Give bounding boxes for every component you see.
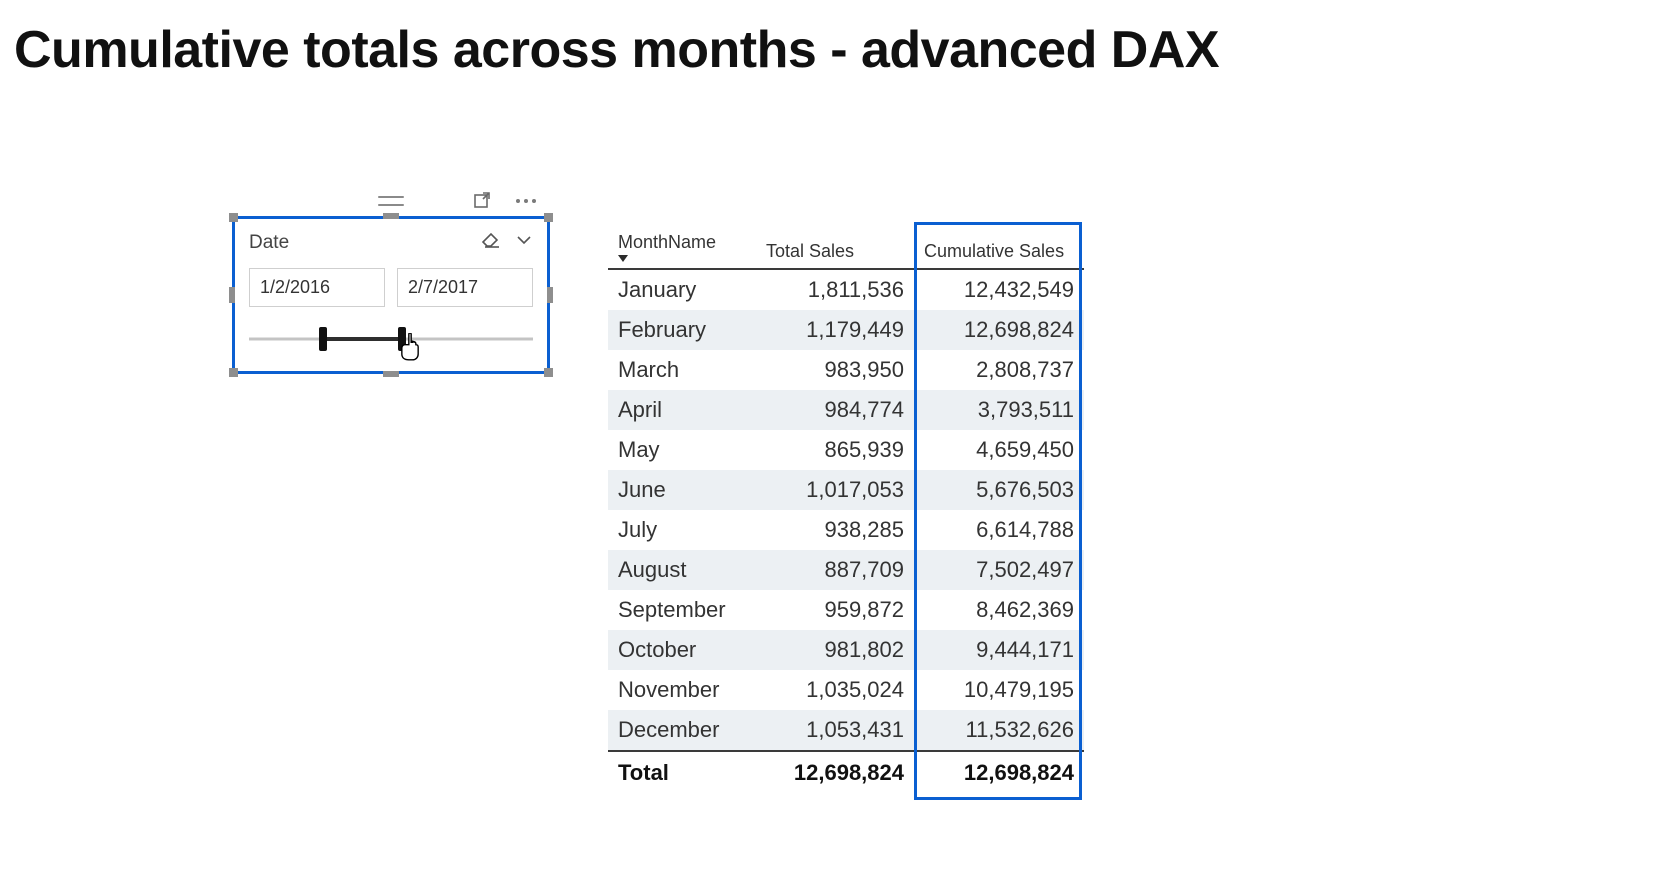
table-row[interactable]: August887,7097,502,497 [608, 550, 1084, 590]
focus-mode-icon[interactable] [472, 191, 492, 211]
cell-cumulative-sales: 7,502,497 [914, 550, 1084, 590]
eraser-icon[interactable] [481, 231, 501, 254]
total-row-cumulative-sales: 12,698,824 [914, 751, 1084, 794]
slicer-field-label: Date [249, 232, 289, 254]
resize-handle[interactable] [229, 213, 238, 222]
cell-cumulative-sales: 4,659,450 [914, 430, 1084, 470]
resize-handle[interactable] [544, 213, 553, 222]
drag-handle-icon[interactable] [378, 196, 404, 206]
cell-cumulative-sales: 5,676,503 [914, 470, 1084, 510]
total-row-label: Total [608, 751, 756, 794]
cell-total-sales: 959,872 [756, 590, 914, 630]
cell-monthname: February [608, 310, 756, 350]
cell-monthname: October [608, 630, 756, 670]
table-row[interactable]: May865,9394,659,450 [608, 430, 1084, 470]
table-row[interactable]: March983,9502,808,737 [608, 350, 1084, 390]
cell-monthname: December [608, 710, 756, 751]
start-date-input[interactable]: 1/2/2016 [249, 268, 385, 307]
cell-monthname: April [608, 390, 756, 430]
resize-handle[interactable] [383, 371, 399, 377]
resize-handle[interactable] [383, 213, 399, 219]
table-header-row: MonthName Total Sales Cumulative Sales [608, 226, 1084, 269]
cell-cumulative-sales: 6,614,788 [914, 510, 1084, 550]
cell-cumulative-sales: 8,462,369 [914, 590, 1084, 630]
cell-cumulative-sales: 9,444,171 [914, 630, 1084, 670]
cell-monthname: January [608, 269, 756, 310]
resize-handle[interactable] [544, 368, 553, 377]
cell-monthname: November [608, 670, 756, 710]
cell-cumulative-sales: 12,698,824 [914, 310, 1084, 350]
cell-cumulative-sales: 3,793,511 [914, 390, 1084, 430]
table-row[interactable]: February1,179,44912,698,824 [608, 310, 1084, 350]
table-row[interactable]: July938,2856,614,788 [608, 510, 1084, 550]
cell-total-sales: 1,053,431 [756, 710, 914, 751]
end-date-input[interactable]: 2/7/2017 [397, 268, 533, 307]
sales-table: MonthName Total Sales Cumulative Sales J… [608, 226, 1084, 794]
table-row[interactable]: June1,017,0535,676,503 [608, 470, 1084, 510]
table-row[interactable]: November1,035,02410,479,195 [608, 670, 1084, 710]
date-slicer-visual[interactable]: Date 1/2/2016 2/7/2017 [232, 186, 550, 374]
column-header-monthname[interactable]: MonthName [608, 226, 756, 269]
date-range-slider[interactable] [249, 329, 533, 349]
cell-total-sales: 938,285 [756, 510, 914, 550]
slicer-card: Date 1/2/2016 2/7/2017 [232, 216, 550, 374]
cell-monthname: July [608, 510, 756, 550]
table-total-row: Total 12,698,824 12,698,824 [608, 751, 1084, 794]
table-row[interactable]: January1,811,53612,432,549 [608, 269, 1084, 310]
sales-table-visual[interactable]: MonthName Total Sales Cumulative Sales J… [608, 226, 1084, 794]
table-row[interactable]: October981,8029,444,171 [608, 630, 1084, 670]
cell-monthname: May [608, 430, 756, 470]
resize-handle[interactable] [229, 287, 235, 303]
cell-cumulative-sales: 10,479,195 [914, 670, 1084, 710]
visual-header [232, 186, 550, 216]
page-title: Cumulative totals across months - advanc… [14, 20, 1680, 80]
cell-cumulative-sales: 2,808,737 [914, 350, 1084, 390]
cell-cumulative-sales: 11,532,626 [914, 710, 1084, 751]
cell-cumulative-sales: 12,432,549 [914, 269, 1084, 310]
table-row[interactable]: December1,053,43111,532,626 [608, 710, 1084, 751]
column-header-label: MonthName [618, 232, 716, 252]
cell-total-sales: 887,709 [756, 550, 914, 590]
column-header-cumulative-sales[interactable]: Cumulative Sales [914, 226, 1084, 269]
cell-total-sales: 1,179,449 [756, 310, 914, 350]
resize-handle[interactable] [229, 368, 238, 377]
cell-total-sales: 983,950 [756, 350, 914, 390]
table-row[interactable]: September959,8728,462,369 [608, 590, 1084, 630]
table-row[interactable]: April984,7743,793,511 [608, 390, 1084, 430]
slider-thumb-end[interactable] [398, 327, 406, 351]
total-row-total-sales: 12,698,824 [756, 751, 914, 794]
column-header-label: Total Sales [766, 241, 854, 261]
cell-monthname: August [608, 550, 756, 590]
column-header-label: Cumulative Sales [924, 241, 1064, 261]
cell-total-sales: 1,017,053 [756, 470, 914, 510]
sort-asc-icon [618, 255, 628, 262]
chevron-down-icon[interactable] [515, 233, 533, 252]
more-options-icon[interactable] [516, 199, 536, 203]
cell-monthname: March [608, 350, 756, 390]
slider-active-track [323, 337, 403, 341]
cell-total-sales: 984,774 [756, 390, 914, 430]
cell-total-sales: 1,035,024 [756, 670, 914, 710]
cell-total-sales: 1,811,536 [756, 269, 914, 310]
column-header-total-sales[interactable]: Total Sales [756, 226, 914, 269]
cell-monthname: June [608, 470, 756, 510]
cell-monthname: September [608, 590, 756, 630]
slider-thumb-start[interactable] [319, 327, 327, 351]
cell-total-sales: 981,802 [756, 630, 914, 670]
cell-total-sales: 865,939 [756, 430, 914, 470]
resize-handle[interactable] [547, 287, 553, 303]
